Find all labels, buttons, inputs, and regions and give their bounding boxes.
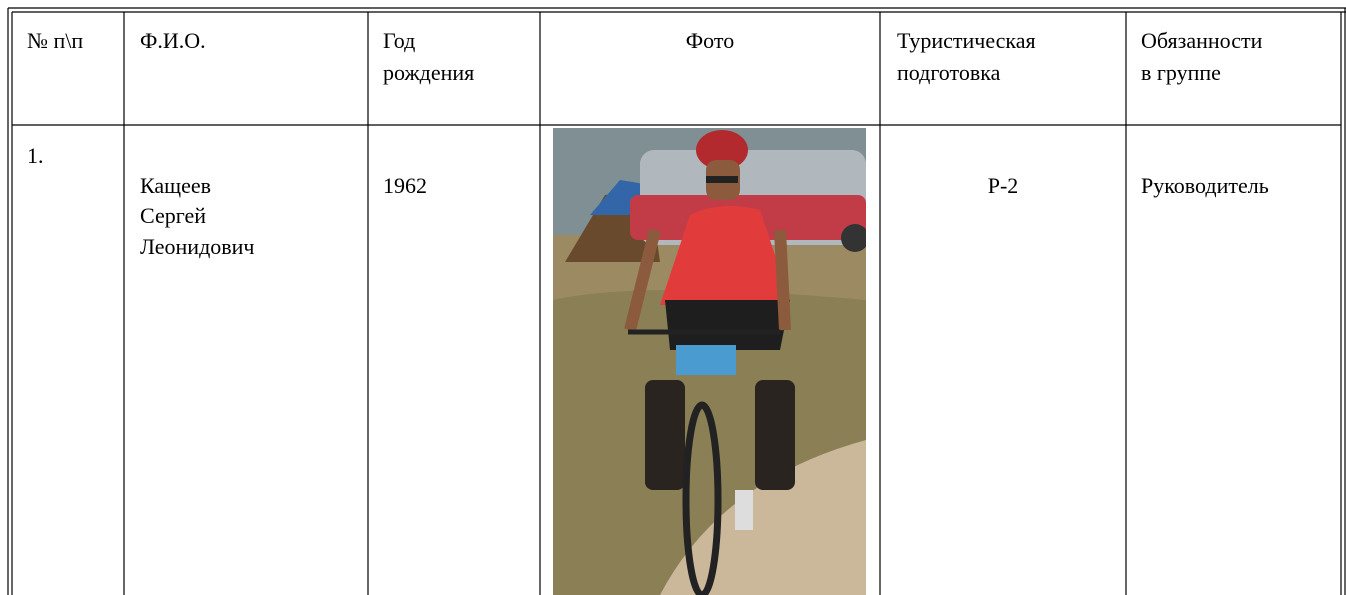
full-name: Сергей bbox=[140, 203, 206, 228]
body-row: 1. Кащеев Сергей Леонидович 1962 Р-2 Рук… bbox=[27, 143, 1269, 259]
row-number: 1. bbox=[27, 143, 44, 168]
full-name: Кащеев bbox=[140, 173, 211, 198]
header-cell: Год bbox=[383, 28, 415, 53]
header-cell: Обязанности bbox=[1141, 28, 1263, 53]
header-cell: Ф.И.О. bbox=[140, 28, 206, 53]
full-name: Леонидович bbox=[140, 234, 255, 259]
photo bbox=[553, 128, 866, 595]
header-cell: подготовка bbox=[897, 60, 1001, 85]
header-row: № п\п Ф.И.О. Год рождения Фото Туристиче… bbox=[27, 28, 1263, 85]
header-cell: № п\п bbox=[27, 28, 83, 53]
birth-year: 1962 bbox=[383, 173, 427, 198]
header-cell: Фото bbox=[686, 28, 734, 53]
header-cell: Туристическая bbox=[897, 28, 1036, 53]
header-cell: в группе bbox=[1141, 60, 1221, 85]
table-grid bbox=[7, 7, 1346, 595]
group-role: Руководитель bbox=[1141, 173, 1269, 198]
header-cell: рождения bbox=[383, 60, 474, 85]
tourist-grade: Р-2 bbox=[988, 173, 1019, 198]
